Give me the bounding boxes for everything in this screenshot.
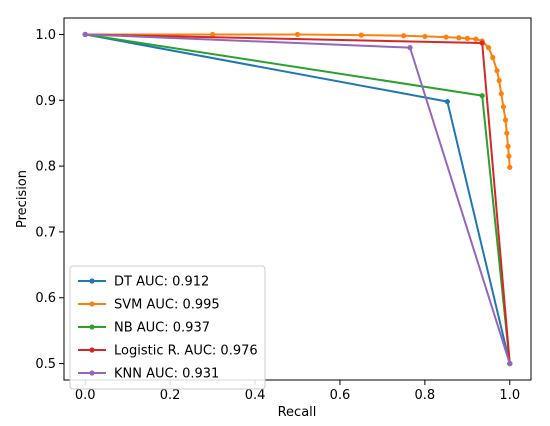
data-point <box>444 98 450 105</box>
y-tick-label: 0.9 <box>35 94 56 109</box>
x-tick-label: 0.8 <box>415 388 436 403</box>
data-point <box>498 91 504 97</box>
legend-marker <box>89 347 95 353</box>
legend-box <box>69 265 266 390</box>
legend-item: KNN AUC: 0.931 <box>78 367 219 382</box>
y-tick-label: 0.5 <box>35 357 56 372</box>
legend-label: KNN AUC: 0.931 <box>114 367 219 382</box>
data-point <box>479 93 485 99</box>
legend-item: SVM AUC: 0.995 <box>78 298 220 313</box>
data-point <box>505 143 511 149</box>
legend-marker <box>89 370 95 376</box>
x-tick-label: 0.4 <box>245 388 266 403</box>
legend-item: NB AUC: 0.937 <box>78 321 210 336</box>
data-point <box>494 68 500 74</box>
data-point <box>504 130 510 136</box>
legend-label: Logistic R. AUC: 0.976 <box>114 344 258 359</box>
series-line <box>85 33 511 168</box>
y-tick-label: 0.8 <box>35 160 56 175</box>
legend-label: NB AUC: 0.937 <box>114 321 210 336</box>
data-point <box>456 35 462 41</box>
legend-item: DT AUC: 0.912 <box>78 275 209 290</box>
y-axis-label: Precision <box>15 170 30 228</box>
data-point <box>496 77 502 84</box>
data-point <box>485 45 492 51</box>
data-point <box>507 360 513 367</box>
x-tick-label: 0.6 <box>330 388 351 403</box>
legend-marker <box>89 324 95 330</box>
legend-label: DT AUC: 0.912 <box>114 275 209 290</box>
x-tick-label: 0.2 <box>160 388 181 403</box>
x-tick-label: 0.0 <box>75 388 96 403</box>
data-point <box>422 33 428 40</box>
y-axis-ticks: 0.5 0.6 0.7 0.8 0.9 1.0 <box>35 28 64 372</box>
series-layer <box>82 31 513 367</box>
data-point <box>358 32 364 38</box>
data-point <box>82 31 88 38</box>
series-1 <box>82 31 513 171</box>
legend: DT AUC: 0.912 SVM AUC: 0.995 NB AUC: 0.937… <box>69 265 266 390</box>
data-point <box>209 31 216 38</box>
y-tick-label: 0.7 <box>35 225 56 240</box>
data-point <box>500 104 507 110</box>
data-point <box>401 33 407 39</box>
data-point <box>443 34 449 40</box>
data-point <box>407 45 413 51</box>
y-tick-label: 0.6 <box>35 291 56 306</box>
data-point <box>479 40 485 46</box>
series-4 <box>82 31 513 367</box>
x-axis-ticks: 0.0 0.2 0.4 0.6 0.8 1.0 <box>75 380 520 403</box>
legend-item: Logistic R. AUC: 0.976 <box>78 344 258 359</box>
legend-marker <box>89 301 95 307</box>
legend-label: SVM AUC: 0.995 <box>114 298 220 313</box>
x-tick-label: 1.0 <box>499 388 520 403</box>
y-tick-label: 1.0 <box>35 28 56 43</box>
data-point <box>506 153 512 159</box>
data-point <box>294 31 301 38</box>
data-point <box>507 164 513 171</box>
legend-marker <box>89 278 95 284</box>
data-point <box>490 54 496 61</box>
data-point <box>473 36 479 42</box>
data-point <box>502 117 509 123</box>
data-point <box>464 35 470 42</box>
x-axis-label: Recall <box>278 405 317 420</box>
